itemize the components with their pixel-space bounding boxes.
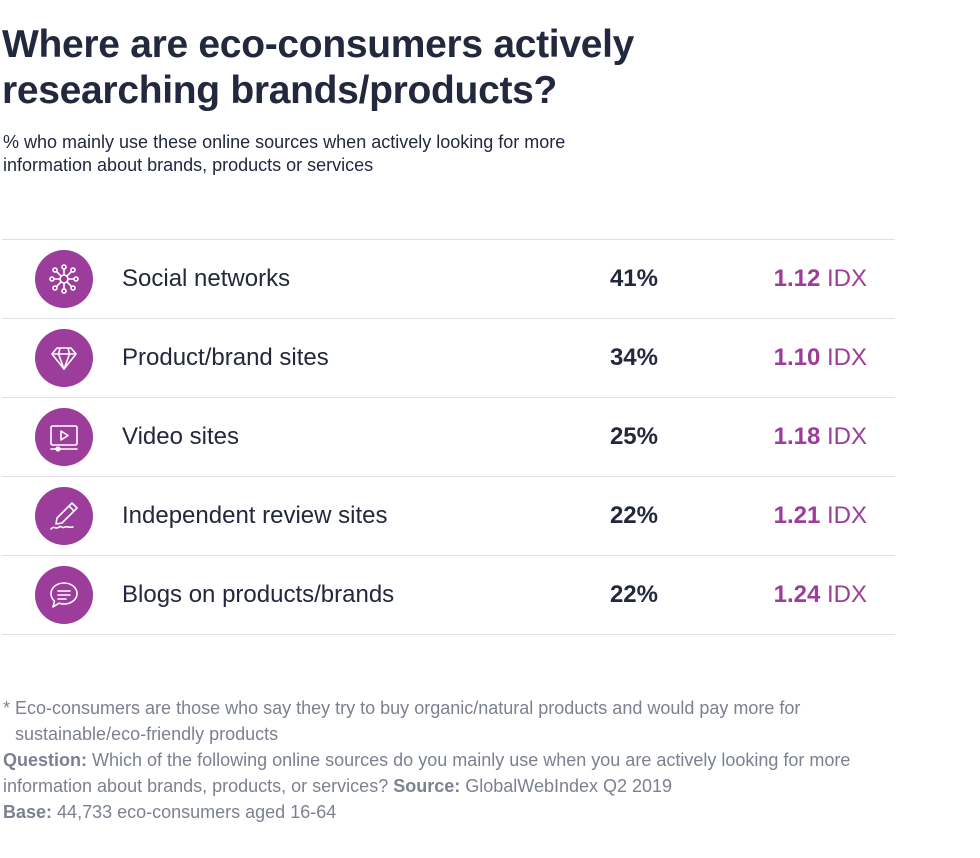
row-label: Independent review sites [122, 502, 388, 529]
row-label: Product/brand sites [122, 344, 329, 371]
chat-bubble-icon [35, 566, 93, 624]
row-index-unit: IDX [826, 581, 867, 608]
row-index-value: 1.12 [773, 265, 821, 292]
row-percent: 22% [609, 581, 658, 608]
network-icon [35, 250, 93, 308]
row-index-unit: IDX [826, 344, 867, 371]
row-index-unit: IDX [826, 423, 867, 450]
pen-signature-icon [35, 487, 93, 545]
row-index-unit: IDX [826, 502, 867, 529]
chart-subtitle: % who mainly use these online sources wh… [3, 132, 566, 175]
question-note: Question: Which of the following online … [3, 747, 933, 799]
diamond-icon [35, 329, 93, 387]
table-row: Product/brand sites 34% 1.10 IDX [2, 319, 895, 398]
row-index: 1.18 IDX [702, 422, 867, 452]
row-index: 1.10 IDX [702, 343, 867, 373]
row-label: Social networks [122, 265, 291, 292]
video-player-icon [35, 408, 93, 466]
row-percent: 22% [609, 502, 658, 529]
row-index-value: 1.24 [773, 581, 821, 608]
source-label: Source: [393, 776, 461, 796]
row-label: Blogs on products/brands [122, 581, 395, 608]
row-index: 1.21 IDX [702, 501, 867, 531]
question-text: Which of the following online sources do… [3, 750, 851, 796]
row-index-value: 1.10 [773, 344, 821, 371]
row-label: Video sites [122, 423, 239, 450]
chart-title: Where are eco-consumers actively researc… [2, 23, 635, 112]
row-index-unit: IDX [826, 265, 867, 292]
source-text: GlobalWebIndex Q2 2019 [465, 776, 673, 796]
base-text: 44,733 eco-consumers aged 16-64 [57, 802, 337, 822]
row-percent: 25% [609, 423, 658, 450]
row-index: 1.12 IDX [702, 264, 867, 294]
table-row: Independent review sites 22% 1.21 IDX [2, 477, 895, 556]
chart-notes: * Eco-consumers are those who say they t… [3, 695, 933, 825]
row-index: 1.24 IDX [702, 580, 867, 610]
base-note: Base: 44,733 eco-consumers aged 16-64 [3, 799, 933, 825]
row-index-value: 1.21 [773, 502, 821, 529]
table-row: Video sites 25% 1.18 IDX [2, 398, 895, 477]
row-percent: 34% [609, 344, 658, 371]
data-table: Social networks 41% 1.12 IDX Product/bra… [2, 239, 895, 635]
table-row: Blogs on products/brands 22% 1.24 IDX [2, 556, 895, 635]
footnote: * Eco-consumers are those who say they t… [3, 698, 801, 744]
table-row: Social networks 41% 1.12 IDX [2, 240, 895, 319]
base-label: Base: [3, 802, 53, 822]
row-index-value: 1.18 [773, 423, 821, 450]
row-percent: 41% [609, 265, 658, 292]
question-label: Question: [3, 750, 87, 770]
